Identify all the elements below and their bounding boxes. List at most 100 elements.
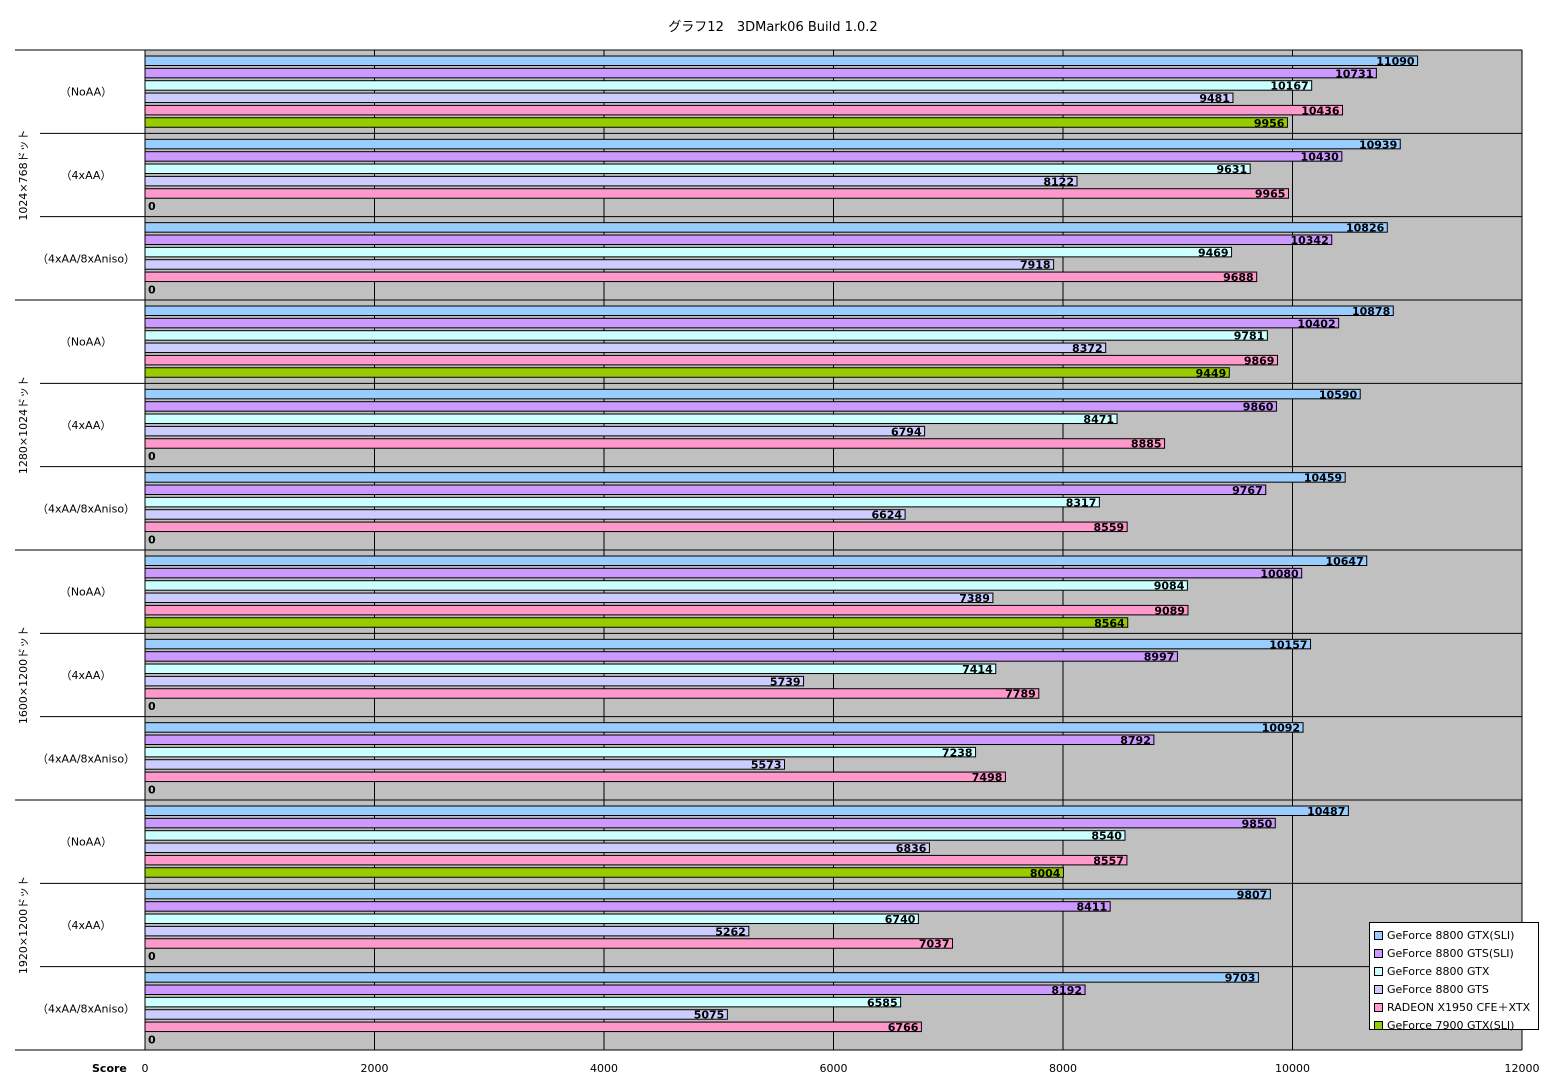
bar: [144, 771, 1006, 783]
bar: [144, 92, 1234, 104]
setting-label: （4xAA）: [61, 169, 112, 182]
x-axis-label: Score: [92, 1062, 127, 1075]
bar: [144, 842, 930, 854]
bar: [144, 972, 1259, 983]
data-label: 10342: [1290, 234, 1328, 247]
legend-swatch: [1374, 984, 1383, 994]
legend-swatch: [1374, 1020, 1383, 1030]
bar: [144, 592, 994, 604]
legend-item: GeForce 7900 GTX(SLI): [1374, 1016, 1538, 1034]
data-label: 10731: [1335, 67, 1373, 80]
data-label: 8540: [1091, 830, 1122, 843]
data-label: 5262: [715, 925, 746, 938]
data-label: 0: [148, 533, 156, 546]
data-label: 0: [148, 950, 156, 963]
data-label: 5075: [694, 1009, 725, 1022]
bar: [144, 151, 1343, 162]
data-label: 10402: [1297, 317, 1335, 330]
bar: [144, 938, 953, 949]
legend-item: GeForce 8800 GTX(SLI): [1374, 926, 1538, 944]
bar: [144, 688, 1040, 699]
data-label: 0: [148, 1033, 156, 1046]
legend-item: RADEON X1950 CFE＋XTX: [1374, 998, 1538, 1016]
data-label: 8997: [1144, 651, 1175, 664]
data-label: 10878: [1352, 305, 1390, 318]
data-label: 6794: [891, 425, 922, 438]
resolution-label: 1024×768ドット: [17, 129, 30, 220]
data-label: 9956: [1254, 117, 1285, 130]
bar: [144, 746, 977, 758]
bar: [144, 805, 1349, 816]
legend-swatch: [1374, 930, 1383, 940]
bar: [144, 342, 1107, 354]
data-label: 9631: [1217, 163, 1248, 176]
setting-label: （4xAA）: [61, 669, 112, 682]
bar: [144, 996, 902, 1008]
legend-item: GeForce 8800 GTX: [1374, 962, 1538, 980]
bar: [144, 722, 1304, 733]
bar: [144, 580, 1188, 591]
bar: [144, 163, 1251, 175]
setting-label: （NoAA）: [60, 836, 112, 849]
data-label: 6766: [888, 1021, 919, 1034]
setting-label: （4xAA/8xAniso）: [37, 502, 135, 515]
setting-label: （4xAA/8xAniso）: [37, 752, 135, 765]
data-label: 8411: [1077, 901, 1108, 914]
data-label: 9084: [1154, 580, 1185, 593]
x-tick-label: 2000: [361, 1062, 389, 1075]
legend-swatch: [1374, 1002, 1383, 1012]
setting-label: （4xAA）: [61, 419, 112, 432]
bar: [144, 484, 1267, 496]
data-label: 7414: [962, 663, 993, 676]
data-label: 0: [148, 200, 156, 213]
bar: [144, 913, 919, 925]
data-label: 9688: [1223, 271, 1254, 284]
data-label: 10487: [1307, 805, 1345, 818]
bar: [144, 330, 1268, 341]
data-label: 10092: [1262, 722, 1300, 735]
bar: [144, 888, 1271, 900]
bar: [144, 271, 1258, 283]
data-label: 6624: [871, 509, 902, 522]
bar: [144, 651, 1178, 662]
resolution-label: 1600×1200ドット: [17, 626, 30, 724]
bar: [144, 521, 1128, 533]
data-label: 8372: [1072, 342, 1103, 355]
x-tick-label: 10000: [1275, 1062, 1310, 1075]
data-label: 10459: [1304, 472, 1342, 485]
bar: [144, 425, 926, 437]
data-label: 6740: [885, 913, 916, 926]
x-tick-label: 6000: [820, 1062, 848, 1075]
bar: [144, 438, 1166, 449]
bar: [144, 104, 1344, 116]
bar: [144, 472, 1346, 483]
data-label: 10080: [1260, 567, 1299, 580]
bar: [144, 867, 1064, 878]
data-label: 8557: [1093, 854, 1124, 867]
bar: [144, 234, 1333, 246]
setting-label: （4xAA）: [61, 919, 112, 932]
data-label: 11090: [1376, 55, 1415, 68]
data-label: 10590: [1319, 388, 1358, 401]
legend-swatch: [1374, 948, 1383, 958]
data-label: 10647: [1325, 555, 1363, 568]
bar: [144, 830, 1126, 841]
bar: [144, 259, 1055, 270]
bar: [144, 854, 1128, 866]
bar: [144, 222, 1388, 233]
data-label: 10157: [1269, 638, 1307, 651]
setting-label: （NoAA）: [60, 86, 112, 99]
data-label: 9807: [1237, 888, 1268, 901]
resolution-label: 1280×1024ドット: [17, 376, 30, 474]
bar: [144, 138, 1401, 150]
bar: [144, 925, 750, 937]
bar: [144, 67, 1377, 79]
bar: [144, 117, 1288, 128]
legend-item: GeForce 8800 GTS(SLI): [1374, 944, 1538, 962]
bar: [144, 188, 1289, 199]
legend-label: GeForce 8800 GTS: [1387, 982, 1489, 996]
bar: [144, 759, 786, 770]
bar: [144, 734, 1155, 746]
bar: [144, 388, 1361, 400]
legend-label: GeForce 7900 GTX(SLI): [1387, 1018, 1515, 1032]
